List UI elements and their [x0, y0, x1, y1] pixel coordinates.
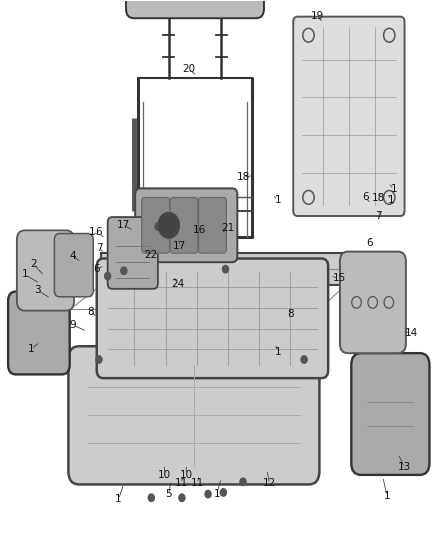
FancyBboxPatch shape: [142, 197, 170, 253]
FancyBboxPatch shape: [351, 353, 429, 475]
Text: 6: 6: [93, 264, 100, 274]
Text: 8: 8: [288, 309, 294, 319]
Circle shape: [220, 489, 226, 496]
Circle shape: [148, 494, 154, 502]
Text: 10: 10: [158, 470, 171, 480]
Text: 16: 16: [193, 225, 206, 236]
FancyBboxPatch shape: [68, 346, 319, 484]
Text: 21: 21: [221, 223, 234, 233]
Bar: [101, 253, 346, 285]
Circle shape: [155, 223, 161, 230]
Text: 20: 20: [182, 64, 195, 74]
FancyBboxPatch shape: [54, 233, 93, 297]
Text: 18: 18: [372, 193, 385, 204]
Text: 1: 1: [384, 491, 390, 501]
Text: 6: 6: [366, 238, 373, 247]
Text: 1: 1: [28, 344, 35, 354]
Circle shape: [121, 267, 127, 274]
Text: 6: 6: [362, 192, 369, 203]
Text: 1: 1: [390, 184, 397, 195]
Circle shape: [205, 490, 211, 498]
FancyBboxPatch shape: [108, 217, 158, 289]
FancyBboxPatch shape: [198, 197, 226, 253]
Text: 1: 1: [21, 270, 28, 279]
FancyBboxPatch shape: [135, 188, 237, 262]
Text: 1: 1: [275, 195, 281, 205]
Text: 1: 1: [388, 195, 395, 205]
Text: 2: 2: [30, 259, 37, 269]
Text: 10: 10: [180, 470, 193, 480]
Text: 6: 6: [95, 227, 102, 237]
Circle shape: [223, 265, 229, 273]
Circle shape: [105, 272, 111, 280]
Text: 9: 9: [69, 320, 76, 330]
Text: 11: 11: [191, 479, 204, 488]
Circle shape: [240, 478, 246, 486]
FancyBboxPatch shape: [126, 0, 264, 18]
Text: 14: 14: [404, 328, 418, 338]
FancyBboxPatch shape: [293, 17, 405, 216]
Text: 1: 1: [213, 489, 220, 499]
Text: 19: 19: [311, 11, 324, 21]
FancyBboxPatch shape: [17, 230, 74, 311]
Text: 7: 7: [95, 243, 102, 253]
FancyBboxPatch shape: [8, 292, 70, 374]
FancyBboxPatch shape: [170, 197, 198, 253]
FancyBboxPatch shape: [340, 252, 406, 353]
Text: 1: 1: [275, 346, 281, 357]
Circle shape: [179, 494, 185, 502]
Circle shape: [168, 230, 174, 237]
Text: 5: 5: [166, 489, 172, 499]
Text: 17: 17: [173, 241, 186, 251]
Text: 18: 18: [237, 172, 250, 182]
Text: 24: 24: [171, 279, 184, 288]
Text: 11: 11: [175, 479, 188, 488]
Text: 22: 22: [145, 250, 158, 260]
Text: 1: 1: [89, 227, 95, 237]
FancyBboxPatch shape: [97, 259, 328, 378]
Circle shape: [158, 213, 179, 238]
Text: 1: 1: [115, 494, 122, 504]
Text: 17: 17: [117, 220, 130, 230]
Text: 15: 15: [332, 273, 346, 283]
Text: 12: 12: [263, 479, 276, 488]
Circle shape: [96, 356, 102, 364]
Text: 3: 3: [35, 286, 41, 295]
Text: 8: 8: [87, 306, 93, 317]
Text: 7: 7: [375, 211, 381, 221]
Circle shape: [301, 356, 307, 364]
Text: 4: 4: [69, 251, 76, 261]
Text: 13: 13: [398, 463, 411, 472]
